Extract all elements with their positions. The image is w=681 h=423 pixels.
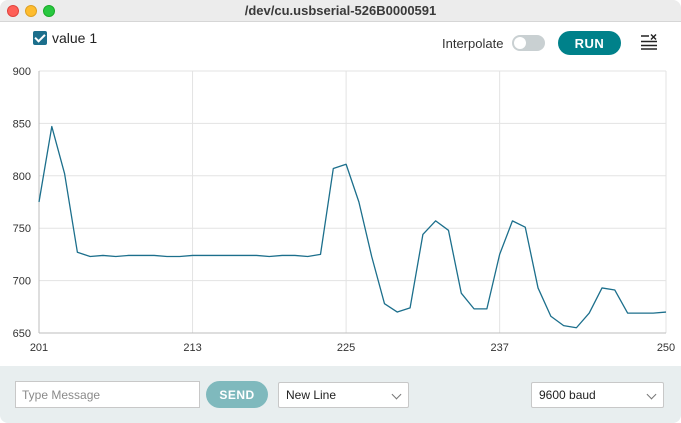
interpolate-toggle[interactable] bbox=[512, 35, 545, 51]
series-line-value-1 bbox=[38, 125, 667, 329]
baud-rate-select[interactable]: 9600 baud bbox=[531, 382, 664, 408]
chevron-down-icon bbox=[646, 389, 657, 400]
send-button[interactable]: SEND bbox=[206, 381, 268, 408]
series-visibility-checkbox[interactable] bbox=[33, 31, 47, 45]
message-bar: SEND New Line 9600 baud bbox=[0, 366, 681, 423]
y-tick-label: 900 bbox=[13, 66, 31, 78]
window-title: /dev/cu.usbserial-526B0000591 bbox=[244, 3, 437, 18]
y-tick-label: 700 bbox=[13, 276, 31, 288]
close-window-button[interactable] bbox=[7, 5, 19, 17]
x-tick-label: 201 bbox=[30, 342, 48, 354]
x-tick-label: 213 bbox=[183, 342, 201, 354]
y-tick-label: 850 bbox=[13, 118, 31, 130]
x-tick-label: 250 bbox=[657, 342, 675, 354]
series-legend-label: value 1 bbox=[52, 30, 98, 46]
interpolate-label: Interpolate bbox=[442, 36, 504, 51]
run-button[interactable]: RUN bbox=[558, 31, 621, 55]
baud-rate-value: 9600 baud bbox=[539, 388, 596, 402]
line-ending-value: New Line bbox=[286, 388, 337, 402]
maximize-window-button[interactable] bbox=[43, 5, 55, 17]
x-tick-label: 237 bbox=[490, 342, 508, 354]
toggle-knob bbox=[514, 37, 526, 49]
y-tick-label: 800 bbox=[13, 171, 31, 183]
x-tick-label: 225 bbox=[337, 342, 355, 354]
y-tick-label: 650 bbox=[13, 328, 31, 340]
clear-output-icon[interactable] bbox=[640, 34, 658, 50]
title-bar: /dev/cu.usbserial-526B0000591 bbox=[0, 0, 681, 22]
minimize-window-button[interactable] bbox=[25, 5, 37, 17]
y-tick-label: 750 bbox=[13, 223, 31, 235]
chart-canvas: 900 850 800 750 700 650 201 213 225 237 250 bbox=[13, 66, 676, 354]
message-input[interactable] bbox=[15, 381, 200, 408]
series-legend[interactable]: value 1 bbox=[33, 30, 97, 46]
chevron-down-icon bbox=[391, 389, 402, 400]
line-ending-select[interactable]: New Line bbox=[278, 382, 409, 408]
serial-plot-chart: 900 850 800 750 700 650 201 213 225 237 250 bbox=[0, 60, 681, 360]
